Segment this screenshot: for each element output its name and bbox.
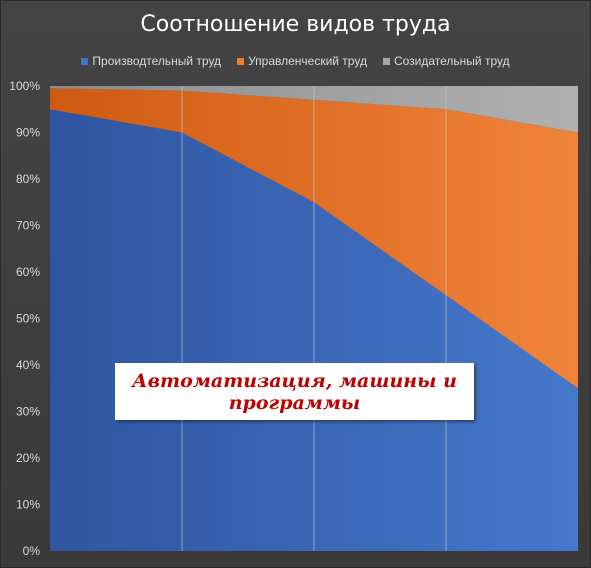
legend-label-creative: Созидательный труд [393, 54, 510, 68]
y-tick-label: 70% [16, 219, 40, 233]
legend-item-productive: Производтельный труд [81, 54, 221, 68]
annotation-line-1: Автоматизация, машины и [132, 369, 457, 392]
annotation-callout: Автоматизация, машины и программы [115, 363, 474, 420]
y-tick-label: 40% [16, 358, 40, 372]
y-tick-label: 60% [16, 265, 40, 279]
annotation-line-2: программы [228, 391, 361, 414]
y-tick-label: 80% [16, 172, 40, 186]
legend-item-creative: Созидательный труд [382, 54, 510, 68]
legend-item-managerial: Управленческий труд [237, 54, 367, 68]
y-tick-label: 0% [23, 544, 41, 558]
y-tick-label: 50% [16, 312, 40, 326]
y-tick-label: 30% [16, 405, 40, 419]
legend-swatch-creative [382, 57, 390, 65]
y-tick-label: 20% [16, 451, 40, 465]
legend-swatch-managerial [237, 57, 245, 65]
chart-legend: Производтельный труд Управленческий труд… [0, 54, 591, 68]
legend-label-managerial: Управленческий труд [248, 54, 367, 68]
y-tick-label: 90% [16, 126, 40, 140]
y-tick-label: 100% [9, 79, 40, 93]
y-tick-label: 10% [16, 498, 40, 512]
legend-label-productive: Производтельный труд [92, 54, 222, 68]
chart-title: Соотношение видов труда [140, 12, 451, 37]
legend-swatch-productive [81, 57, 89, 65]
